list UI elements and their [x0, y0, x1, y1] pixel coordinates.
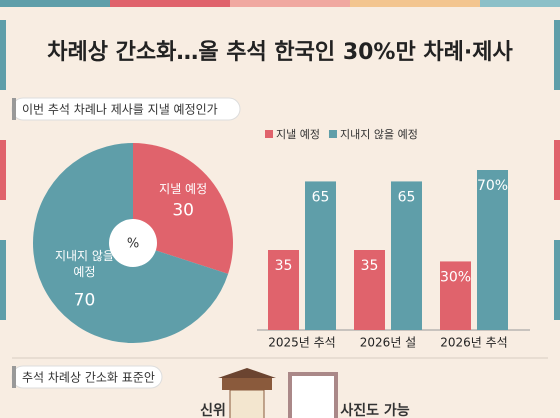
legend-swatch	[265, 130, 273, 138]
bar-value: 30%	[440, 269, 471, 285]
slice-value: 30	[172, 201, 194, 221]
item-label: 신위	[200, 403, 226, 418]
section-title: 추석 차례상 간소화 표준안	[22, 371, 155, 385]
legend-label: 지낼 예정	[276, 128, 320, 141]
bar	[391, 181, 422, 330]
bar-value: 35	[361, 258, 379, 274]
legend-swatch	[328, 130, 337, 138]
bar	[305, 181, 336, 330]
pie-title: 이번 추석 차례나 제사를 지낼 예정인가	[22, 103, 218, 117]
item-label: 사진도 가능	[340, 402, 409, 418]
slice-label: 지내지 않을 예정	[54, 249, 114, 280]
center-label: %	[127, 237, 139, 252]
bar-value: 35	[275, 258, 293, 274]
slice-value: 70	[74, 290, 96, 310]
bar-value: 65	[398, 189, 416, 205]
x-tick-label: 2025년 추석	[268, 336, 335, 350]
x-tick-label: 2026년 추석	[440, 336, 507, 350]
slice-label: 지낼 예정	[159, 181, 208, 196]
x-tick-label: 2026년 설	[360, 336, 416, 350]
bar	[440, 261, 471, 330]
pie-center	[109, 219, 157, 267]
title: 차례상 간소화…올 추석 한국인 30%만 차례·제사	[47, 40, 513, 65]
legend-label: 지내지 않을 예정	[340, 128, 418, 141]
bar	[268, 250, 299, 330]
bar	[354, 250, 385, 330]
bar-value: 65	[312, 189, 330, 205]
bar	[477, 170, 508, 330]
pie-slice	[133, 143, 234, 274]
bar-value: 70%	[477, 178, 508, 194]
